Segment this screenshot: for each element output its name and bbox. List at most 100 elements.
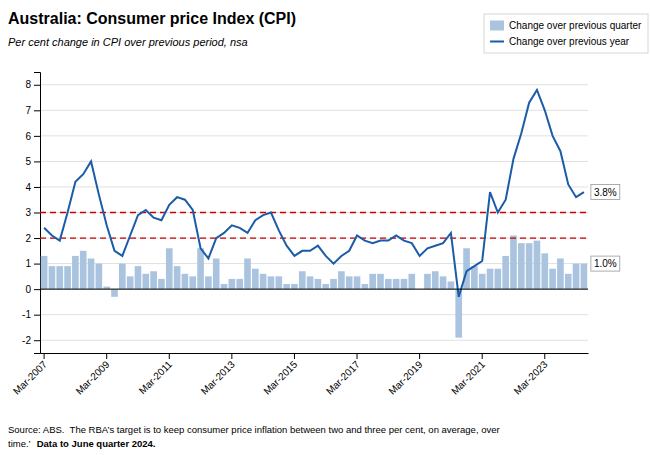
y-axis: -2-1012345678 — [22, 73, 40, 354]
bar — [322, 284, 329, 289]
bar — [315, 279, 322, 289]
bar — [557, 258, 564, 289]
bar — [197, 248, 204, 289]
y-tick-mark — [34, 161, 40, 162]
bar — [252, 269, 259, 289]
grid-line — [40, 161, 588, 162]
legend-label: Change over previous quarter — [509, 20, 642, 31]
bar — [158, 279, 165, 289]
bar — [330, 279, 337, 289]
legend: Change over previous quarterChange over … — [484, 14, 648, 53]
x-tick-label: Mar-2015 — [261, 358, 299, 396]
y-tick-mark — [34, 136, 40, 137]
x-tick-mark — [44, 353, 45, 359]
y-tick: 4 — [25, 182, 40, 193]
y-tick: -1 — [22, 309, 40, 320]
y-tick-label: 5 — [25, 156, 31, 167]
legend-item: Change over previous quarter — [490, 20, 642, 31]
bar — [244, 258, 251, 289]
bar — [189, 276, 196, 289]
bar — [275, 276, 282, 289]
bar — [502, 256, 509, 289]
line — [44, 90, 584, 297]
x-tick-mark — [544, 353, 545, 359]
x-tick-mark — [419, 353, 420, 359]
x-tick-label: Mar-2021 — [449, 358, 487, 396]
legend-swatch — [490, 21, 504, 31]
bar — [205, 276, 212, 289]
y-tick: 2 — [25, 233, 40, 244]
x-tick: Mar-2019 — [387, 353, 425, 397]
x-tick-mark — [169, 353, 170, 359]
target-line — [40, 212, 588, 213]
bar — [299, 271, 306, 289]
bar — [142, 274, 149, 289]
bar — [362, 284, 369, 289]
bar — [291, 284, 298, 289]
zero-line — [40, 289, 588, 290]
footnote-line: time.’Data to June quarter 2024. — [8, 438, 156, 449]
x-tick-label: Mar-2013 — [199, 358, 237, 396]
x-axis: Mar-2007Mar-2009Mar-2011Mar-2013Mar-2015… — [11, 353, 588, 397]
x-tick-label: Mar-2007 — [11, 358, 49, 396]
y-tick-mark — [34, 264, 40, 265]
y-axis-line — [34, 73, 41, 354]
x-tick: Mar-2013 — [199, 353, 237, 397]
y-tick: 6 — [25, 131, 40, 142]
bar — [581, 264, 588, 290]
y-tick-mark — [34, 213, 40, 214]
bar — [534, 241, 541, 290]
grid-line — [40, 314, 588, 315]
legend-frame — [484, 14, 648, 53]
bar — [565, 274, 572, 289]
bar — [135, 266, 142, 289]
bar — [377, 274, 384, 289]
bar — [119, 264, 126, 290]
bar — [385, 279, 392, 289]
end-label-text: 3.8% — [594, 187, 617, 198]
bar — [401, 279, 408, 289]
x-tick-mark — [231, 353, 232, 359]
y-tick-label: 3 — [25, 207, 31, 218]
bar — [448, 281, 455, 289]
y-tick-label: 1 — [25, 258, 31, 269]
bar — [174, 266, 181, 289]
bar — [229, 279, 236, 289]
bar — [221, 284, 228, 289]
x-tick-mark — [357, 353, 358, 359]
bar — [166, 248, 173, 289]
grid-line — [40, 289, 588, 290]
footnote-bold: Data to June quarter 2024. — [37, 438, 156, 449]
y-tick-label: -2 — [22, 335, 31, 346]
x-tick-label: Mar-2009 — [74, 358, 112, 396]
bars — [41, 235, 587, 337]
bar — [495, 269, 502, 289]
x-axis-line — [41, 353, 589, 354]
end-label-box — [591, 256, 620, 271]
bar — [487, 269, 494, 289]
bar — [127, 276, 134, 289]
y-tick-mark — [34, 289, 40, 290]
end-label-text: 1.0% — [594, 258, 617, 269]
y-tick-label: 0 — [25, 284, 31, 295]
bar — [41, 256, 48, 289]
bar — [111, 289, 118, 297]
bar — [471, 266, 478, 289]
x-tick-mark — [106, 353, 107, 359]
y-tick-mark — [34, 85, 40, 86]
target-line — [40, 237, 588, 238]
title: Australia: Consumer price Index (CPI) — [8, 10, 296, 27]
grid-line — [40, 135, 588, 136]
bar — [260, 274, 267, 289]
x-tick: Mar-2021 — [449, 353, 487, 397]
bar — [393, 279, 400, 289]
bar — [526, 243, 533, 289]
x-tick: Mar-2017 — [324, 353, 362, 397]
x-tick-label: Mar-2019 — [387, 358, 425, 396]
bar — [268, 276, 275, 289]
bar — [440, 276, 447, 289]
bar — [64, 266, 71, 289]
y-tick-label: 8 — [25, 79, 31, 90]
x-tick-mark — [294, 353, 295, 359]
footnote-line: Source: ABS. The RBA’s target is to keep… — [8, 424, 500, 435]
